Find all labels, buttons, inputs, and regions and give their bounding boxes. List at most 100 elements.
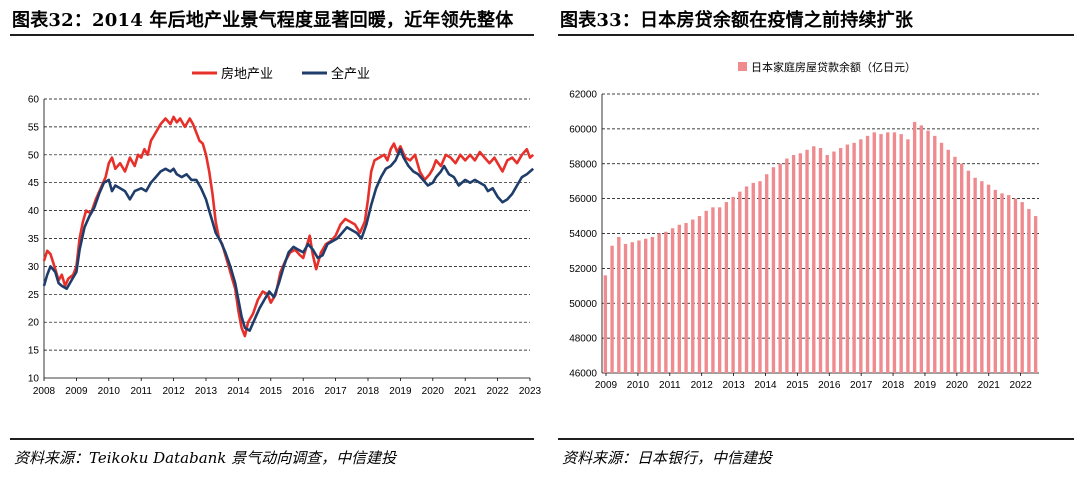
left-chart-panel: 图表32：2014 年后地产业景气程度显著回暖，近年领先整体 10 15 20 25 3… <box>10 10 542 467</box>
y-tick-label: 52000 <box>569 264 597 275</box>
y-tick-label: 10 <box>28 374 40 385</box>
y-tick-label: 46000 <box>569 369 597 380</box>
bar <box>637 240 641 373</box>
x-tick-label: 2017 <box>850 380 873 391</box>
bar <box>691 219 695 373</box>
bar <box>1007 195 1011 373</box>
bar <box>630 242 634 373</box>
bar <box>973 177 977 373</box>
right-bar-chart: 46000 48000 50000 52000 54000 56000 58000 60000… <box>569 60 1039 391</box>
bar <box>852 142 856 373</box>
y-tick-label: 40 <box>28 206 40 217</box>
bar <box>919 125 924 373</box>
bar <box>657 233 661 373</box>
x-tick-label: 2010 <box>627 380 650 391</box>
bar <box>798 153 803 373</box>
bar <box>845 144 850 373</box>
y-tick-label: 60000 <box>569 124 597 135</box>
all-industry-line <box>42 147 535 332</box>
x-tick-label: 2019 <box>914 380 937 391</box>
bar <box>865 135 870 373</box>
y-tick-label: 54000 <box>569 229 597 240</box>
bar <box>617 236 621 373</box>
bar <box>946 149 950 373</box>
bar <box>670 228 675 373</box>
y-tick-label: 35 <box>28 234 40 245</box>
y-tick-label: 56000 <box>569 194 597 205</box>
y-tick-label: 20 <box>28 318 40 329</box>
right-chart-panel: 图表33：日本房贷余额在疫情之前持续扩张 46000 48000 50000 5200… <box>548 0 1080 482</box>
x-tick-label: 2014 <box>227 386 250 397</box>
y-tick-label: 50 <box>28 150 40 161</box>
bar <box>812 146 816 373</box>
bar <box>953 156 957 373</box>
x-tick-label: 2019 <box>389 386 412 397</box>
bar <box>731 196 735 373</box>
bar <box>704 210 708 373</box>
bar <box>724 202 729 373</box>
y-tick-label: 50000 <box>569 299 597 310</box>
x-tick-label: 2016 <box>292 386 315 397</box>
x-tick-label: 2009 <box>595 380 618 391</box>
right-chart-source: 资料来源：日本银行，中信建投 <box>562 449 773 467</box>
left-top-rule <box>10 34 534 36</box>
bar <box>771 167 776 373</box>
legend-label: 全产业 <box>331 66 370 82</box>
y-tick-label: 25 <box>28 290 40 301</box>
bar <box>1027 209 1031 373</box>
x-tick-label: 2022 <box>1010 380 1033 391</box>
bar <box>980 181 984 373</box>
x-tick-label: 2013 <box>195 386 218 397</box>
bar <box>791 155 796 373</box>
bar <box>717 207 722 373</box>
bar <box>993 189 997 373</box>
bar <box>838 148 843 373</box>
right-top-rule <box>558 34 1074 36</box>
y-tick-label: 45 <box>28 178 40 189</box>
y-tick-label: 48000 <box>569 334 597 345</box>
left-chart-source: 资料来源：Teikoku Databank 景气动向调查，中信建投 <box>14 449 397 467</box>
x-tick-label: 2012 <box>162 386 185 397</box>
x-tick-label: 2017 <box>324 386 347 397</box>
bar <box>758 181 762 373</box>
y-tick-label: 55 <box>28 122 40 133</box>
bar <box>1013 198 1018 374</box>
right-bottom-rule <box>558 438 1074 440</box>
left-bottom-rule <box>10 438 534 440</box>
legend-label: 日本家庭房屋贷款余额（亿日元） <box>751 60 916 74</box>
x-tick-label: 2010 <box>98 386 121 397</box>
bar <box>926 130 930 373</box>
x-tick-label: 2014 <box>754 380 777 391</box>
bar <box>677 224 681 373</box>
bar <box>1033 216 1038 373</box>
x-tick-label: 2018 <box>882 380 905 391</box>
left-line-chart: 10 15 20 25 30 35 40 45 50 55 60 2008 2009 2010 2011 20… <box>28 66 542 397</box>
bar <box>711 207 715 373</box>
x-tick-label: 2018 <box>357 386 380 397</box>
y-tick-label: 58000 <box>569 159 597 170</box>
bar <box>623 243 628 373</box>
bar <box>960 163 964 373</box>
bar <box>603 275 608 373</box>
y-tick-label: 60 <box>28 95 40 106</box>
bar <box>886 132 890 373</box>
bar <box>697 216 702 373</box>
x-tick-label: 2020 <box>422 386 445 397</box>
bar <box>610 245 614 373</box>
bar <box>778 163 782 373</box>
x-tick-label: 2012 <box>691 380 714 391</box>
x-tick-label: 2021 <box>454 386 477 397</box>
y-tick-label: 62000 <box>569 90 597 101</box>
bar <box>912 121 917 374</box>
bar <box>1000 193 1004 373</box>
legend-label: 房地产业 <box>221 66 273 82</box>
x-tick-label: 2016 <box>818 380 841 391</box>
bar <box>933 135 937 373</box>
bar <box>832 151 836 373</box>
bar <box>684 223 688 373</box>
x-tick-label: 2011 <box>130 386 152 397</box>
x-tick-label: 2020 <box>946 380 969 391</box>
x-tick-label: 2015 <box>260 386 283 397</box>
bar <box>785 158 789 373</box>
bar <box>906 139 910 373</box>
